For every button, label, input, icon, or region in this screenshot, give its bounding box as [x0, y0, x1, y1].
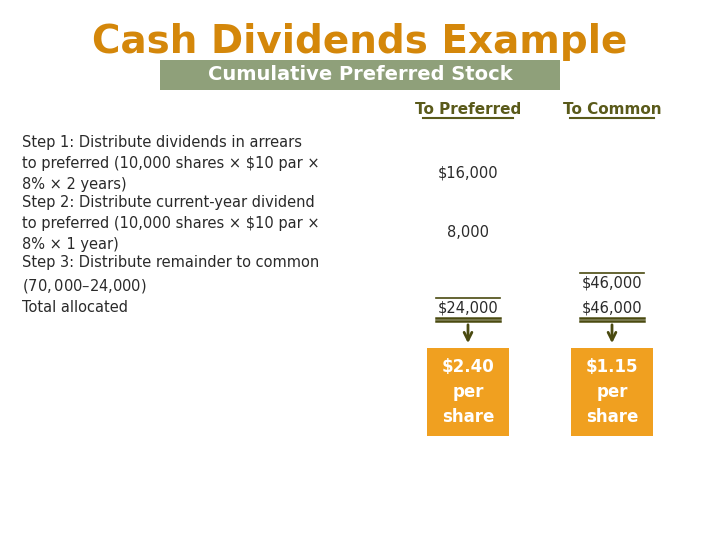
Text: $24,000: $24,000 [438, 300, 498, 315]
Text: Total allocated: Total allocated [22, 300, 128, 315]
Text: Cumulative Preferred Stock: Cumulative Preferred Stock [207, 65, 513, 84]
Bar [427, 348, 509, 436]
Text: To Preferred: To Preferred [415, 103, 521, 118]
Text: Cash Dividends Example: Cash Dividends Example [92, 23, 628, 61]
Bar [571, 348, 653, 436]
Text: $16,000: $16,000 [438, 165, 498, 180]
Text: To Common: To Common [563, 103, 661, 118]
Text: 8,000: 8,000 [447, 225, 489, 240]
Text: $1.15
per
share: $1.15 per share [586, 358, 638, 426]
Bar [160, 60, 560, 90]
Text: $46,000: $46,000 [582, 276, 642, 291]
Text: Step 1: Distribute dividends in arrears
to preferred (10,000 shares × $10 par ×
: Step 1: Distribute dividends in arrears … [22, 135, 320, 192]
Text: Step 3: Distribute remainder to common
($70,000 – $24,000): Step 3: Distribute remainder to common (… [22, 255, 319, 295]
Text: $46,000: $46,000 [582, 300, 642, 315]
Text: $2.40
per
share: $2.40 per share [441, 358, 495, 426]
Text: Step 2: Distribute current-year dividend
to preferred (10,000 shares × $10 par ×: Step 2: Distribute current-year dividend… [22, 195, 320, 252]
